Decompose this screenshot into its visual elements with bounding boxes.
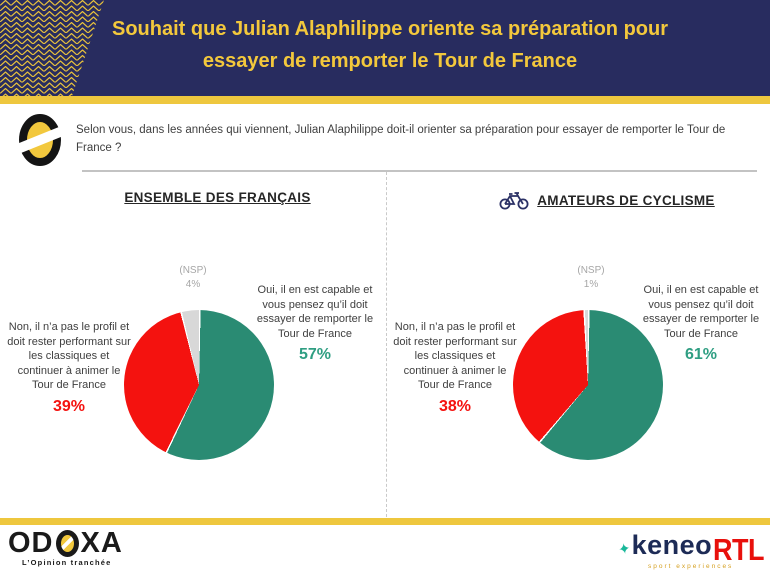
label-non-amateurs: Non, il n’a pas le profil et doit rester… xyxy=(392,320,518,417)
keneo-logo: ✦ keneo xyxy=(616,530,713,561)
odoxa-o-icon xyxy=(17,114,63,166)
header-banner: Souhait que Julian Alaphilippe oriente s… xyxy=(0,0,770,96)
pie-chart-amateurs xyxy=(513,310,663,460)
odoxa-tagline: L’Opinion tranchée xyxy=(22,558,112,567)
keneo-tagline: sport experiences xyxy=(648,563,734,570)
value-oui-ensemble: 57% xyxy=(298,346,332,364)
value-non-ensemble: 39% xyxy=(52,397,86,415)
value-non-amateurs: 38% xyxy=(438,397,472,415)
label-nsp-ensemble: (NSP) 4% xyxy=(158,264,228,291)
question-text: Selon vous, dans les années qui viennent… xyxy=(76,124,726,154)
label-nsp-amateurs: (NSP) 1% xyxy=(556,264,626,291)
odoxa-logo: OD XA xyxy=(8,527,123,560)
odoxa-o-glyph-icon xyxy=(55,530,79,557)
label-nsp-amateurs-text: (NSP) xyxy=(577,265,605,276)
keneo-spark-icon: ✦ xyxy=(616,540,633,559)
label-nsp-ensemble-text: (NSP) xyxy=(179,265,207,276)
value-nsp-ensemble: 4% xyxy=(185,279,201,291)
label-oui-ensemble: Oui, il en est capable et vous pensez qu… xyxy=(252,283,378,365)
odoxa-logo-part1: OD xyxy=(8,527,54,559)
herringbone-pattern xyxy=(0,0,104,96)
label-non-ensemble-text: Non, il n’a pas le profil et doit rester… xyxy=(7,321,131,392)
rtl-logo: RTL xyxy=(713,533,764,567)
panel-divider xyxy=(386,172,387,517)
value-oui-amateurs: 61% xyxy=(684,346,718,364)
bicycle-icon xyxy=(499,192,529,210)
label-oui-ensemble-text: Oui, il en est capable et vous pensez qu… xyxy=(256,284,374,340)
panel-title-amateurs: AMATEURS DE CYCLISME xyxy=(452,190,762,210)
horizontal-rule xyxy=(82,170,757,172)
panel-title-ensemble-label: ENSEMBLE DES FRANÇAIS xyxy=(124,190,311,205)
label-oui-amateurs-text: Oui, il en est capable et vous pensez qu… xyxy=(642,284,760,340)
value-nsp-amateurs: 1% xyxy=(583,279,599,291)
gold-divider-bottom xyxy=(0,518,770,525)
panel-title-amateurs-label: AMATEURS DE CYCLISME xyxy=(537,192,715,208)
pie-chart-ensemble xyxy=(124,310,274,460)
keneo-logo-text: keneo xyxy=(631,530,713,560)
gold-divider-top xyxy=(0,96,770,104)
label-oui-amateurs: Oui, il en est capable et vous pensez qu… xyxy=(638,283,764,365)
label-non-ensemble: Non, il n’a pas le profil et doit rester… xyxy=(6,320,132,417)
page-title: Souhait que Julian Alaphilippe oriente s… xyxy=(112,18,668,72)
odoxa-logo-part2: XA xyxy=(80,527,123,559)
label-non-amateurs-text: Non, il n’a pas le profil et doit rester… xyxy=(393,321,517,392)
panel-title-ensemble: ENSEMBLE DES FRANÇAIS xyxy=(45,190,390,205)
